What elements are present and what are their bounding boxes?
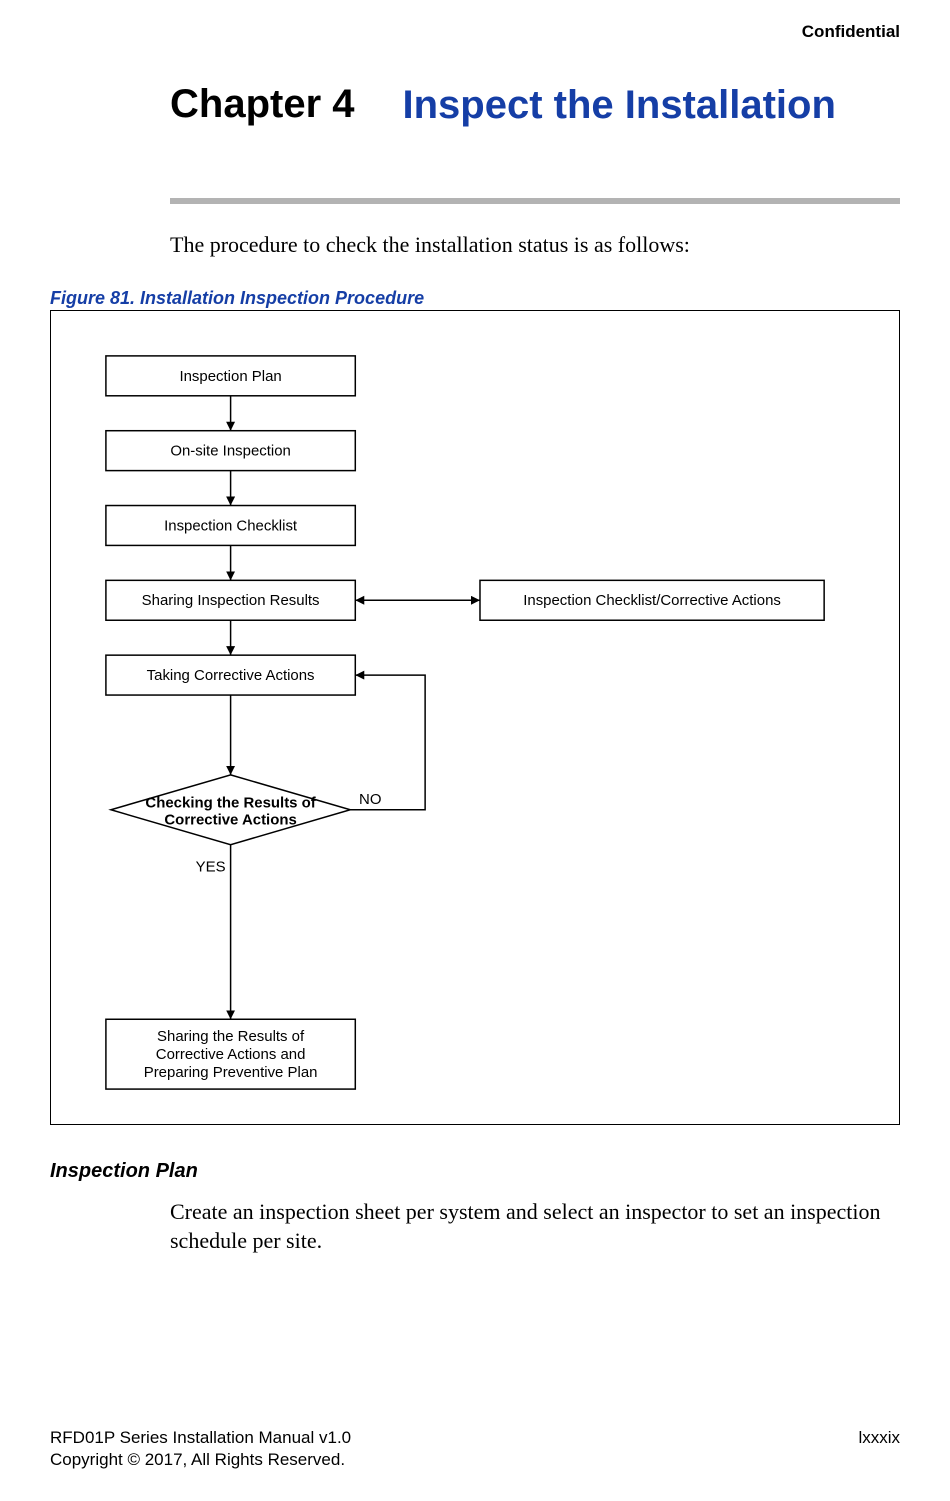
footer-doc-title: RFD01P Series Installation Manual v1.0 [50,1428,351,1447]
branch-label-no: NO [359,791,381,808]
footer: RFD01P Series Installation Manual v1.0 l… [50,1427,900,1471]
flow-node-label: Taking Corrective Actions [147,667,315,684]
chapter-title: Inspect the Installation [403,82,836,128]
section-body: Create an inspection sheet per system an… [170,1198,900,1255]
flow-arrow-no-loop [350,675,425,810]
flow-node-label: Inspection Checklist [164,517,298,534]
flow-node-label: Preparing Preventive Plan [144,1064,318,1081]
figure-caption: Figure 81. Installation Inspection Proce… [50,288,424,309]
footer-page-number: lxxxix [858,1428,900,1447]
section-heading-inspection-plan: Inspection Plan [50,1160,198,1183]
intro-text: The procedure to check the installation … [170,232,690,258]
chapter-rule [170,198,900,204]
flow-node-label: Inspection Checklist/Corrective Actions [523,592,781,609]
figure-frame: Inspection Plan On-site Inspection Inspect… [50,310,900,1125]
flow-node-label: On-site Inspection [170,443,291,460]
branch-label-yes: YES [196,859,226,876]
header-confidential: Confidential [802,22,900,42]
flow-decision-label: Corrective Actions [164,812,296,829]
footer-copyright: Copyright © 2017, All Rights Reserved. [50,1450,345,1469]
flow-node-label: Sharing the Results of [157,1028,305,1045]
flow-node-label: Inspection Plan [179,368,281,385]
flow-decision-label: Checking the Results of [145,795,316,812]
chapter-number: Chapter 4 [170,82,355,127]
flowchart-svg: Inspection Plan On-site Inspection Inspect… [51,311,899,1124]
flow-node-label: Sharing Inspection Results [142,592,320,609]
flow-node-label: Corrective Actions and [156,1046,306,1063]
chapter-heading: Chapter 4 Inspect the Installation [170,82,900,128]
